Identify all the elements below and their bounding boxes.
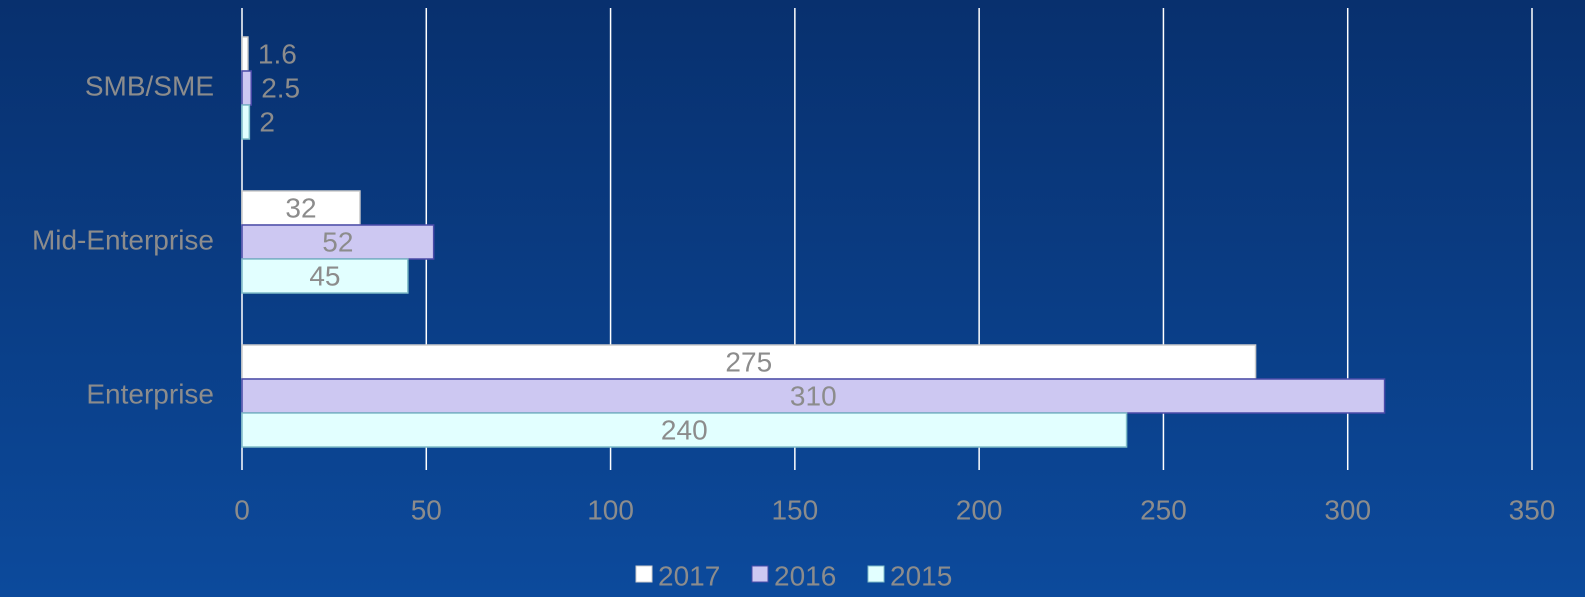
legend-swatch <box>635 565 653 583</box>
x-tick-label: 200 <box>956 494 1003 525</box>
category-label: SMB/SME <box>85 70 214 101</box>
category-label: Enterprise <box>86 378 214 409</box>
bar <box>241 378 1386 414</box>
x-tick-label: 0 <box>234 494 250 525</box>
data-label: 2 <box>259 106 275 137</box>
data-label: 52 <box>322 226 353 257</box>
bar <box>241 344 1257 380</box>
data-label: 310 <box>790 380 837 411</box>
category-label: Mid-Enterprise <box>32 224 214 255</box>
legend-label: 2015 <box>890 560 952 591</box>
bar <box>241 70 252 106</box>
data-label: 45 <box>309 260 340 291</box>
data-label: 2.5 <box>261 72 300 103</box>
bar <box>241 258 409 294</box>
bar <box>241 224 435 260</box>
legend-label: 2016 <box>774 560 836 591</box>
bar <box>241 104 251 140</box>
x-tick-label: 150 <box>771 494 818 525</box>
legend-label: 2017 <box>658 560 720 591</box>
data-label: 240 <box>661 414 708 445</box>
bar <box>241 190 361 226</box>
bar <box>241 412 1128 448</box>
legend-swatch <box>867 565 885 583</box>
data-label: 1.6 <box>258 38 297 69</box>
data-label: 32 <box>285 192 316 223</box>
bar <box>241 36 249 72</box>
x-tick-label: 250 <box>1140 494 1187 525</box>
data-label: 275 <box>725 346 772 377</box>
legend-swatch <box>751 565 769 583</box>
x-tick-label: 100 <box>587 494 634 525</box>
x-tick-label: 350 <box>1509 494 1556 525</box>
x-tick-label: 300 <box>1324 494 1371 525</box>
x-tick-label: 50 <box>411 494 442 525</box>
